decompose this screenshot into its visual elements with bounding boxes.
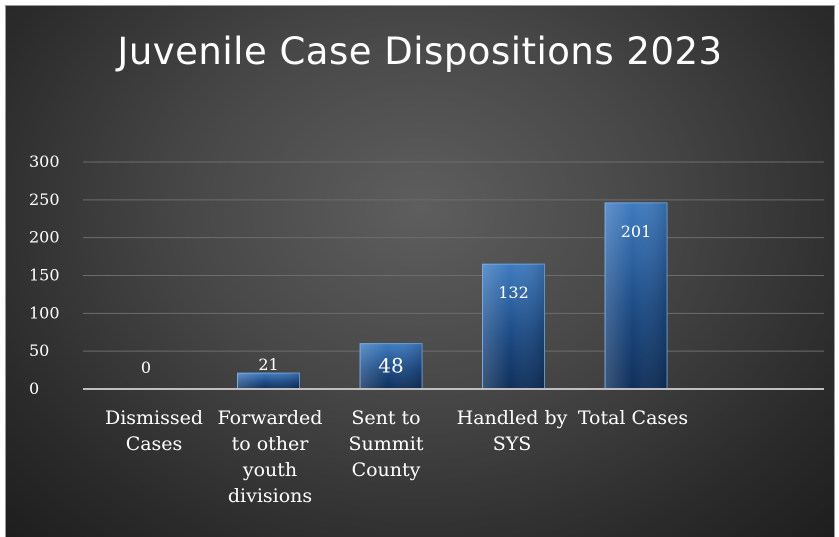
chart-title: Juvenile Case Dispositions 2023 — [117, 30, 723, 73]
bar-chart: 0 50 100 150 200 250 300 0 21 48 132 201 Dismissed Ca… — [29, 152, 824, 507]
bar-highlight — [605, 202, 667, 389]
bar-highlight — [237, 373, 300, 389]
data-label: 132 — [498, 283, 529, 302]
x-category-label: Dismissed Cases — [105, 407, 203, 455]
y-tick-label: 250 — [29, 190, 60, 209]
y-tick-label: 150 — [29, 266, 60, 285]
data-label: 201 — [621, 222, 652, 241]
y-tick-label: 300 — [29, 152, 60, 171]
chart-area: Juvenile Case Dispositions 2023 0 50 100 15… — [6, 6, 834, 537]
y-tick-label: 200 — [29, 228, 60, 247]
data-label: 21 — [258, 355, 278, 374]
bar-highlight — [482, 264, 545, 389]
y-tick-label: 0 — [29, 379, 39, 398]
y-tick-label: 50 — [29, 341, 49, 360]
data-label: 48 — [378, 354, 403, 378]
x-category-label: Total Cases — [578, 407, 688, 429]
x-category-label: Forwarded to other youth divisions — [218, 407, 323, 507]
bar-highlight — [360, 343, 422, 389]
x-category-label: Sent to Summit County — [349, 407, 424, 481]
x-category-label: Handled by SYS — [457, 407, 568, 455]
y-tick-label: 100 — [29, 303, 60, 322]
data-label: 0 — [141, 358, 151, 377]
